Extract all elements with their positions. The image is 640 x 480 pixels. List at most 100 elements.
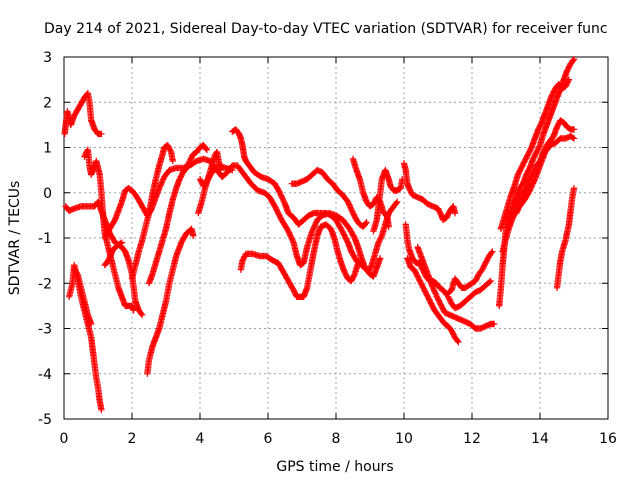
series-track bbox=[237, 221, 362, 300]
series-track bbox=[145, 142, 210, 287]
data-point-marker bbox=[417, 280, 425, 287]
y-tick-label: -1 bbox=[38, 231, 52, 247]
data-point-marker bbox=[513, 208, 521, 215]
data-point-marker bbox=[486, 278, 493, 286]
series-track bbox=[101, 239, 125, 269]
data-point-marker bbox=[435, 206, 442, 214]
data-point-marker bbox=[432, 290, 439, 297]
series-track bbox=[71, 266, 95, 328]
data-point-marker bbox=[377, 235, 384, 242]
data-point-marker bbox=[183, 164, 190, 172]
data-point-marker bbox=[309, 226, 316, 233]
data-point-marker bbox=[289, 236, 296, 243]
data-point-marker bbox=[455, 338, 462, 346]
y-tick-label: 3 bbox=[43, 50, 52, 66]
series-track bbox=[65, 261, 105, 414]
data-point-marker bbox=[117, 202, 124, 210]
data-point-marker bbox=[341, 268, 348, 276]
series-track bbox=[404, 255, 462, 346]
series-track bbox=[128, 142, 176, 282]
x-tick-label: 16 bbox=[599, 431, 617, 447]
series-track bbox=[497, 76, 573, 233]
y-tick-label: 0 bbox=[43, 186, 52, 202]
y-tick-label: -2 bbox=[38, 276, 52, 292]
data-point-marker bbox=[138, 310, 145, 317]
data-point-marker bbox=[312, 219, 320, 226]
data-point-marker bbox=[535, 144, 542, 152]
data-point-marker bbox=[421, 286, 428, 294]
data-point-marker bbox=[527, 184, 535, 191]
data-point-marker bbox=[229, 166, 236, 174]
data-point-marker bbox=[367, 263, 375, 270]
data-point-marker bbox=[570, 185, 578, 192]
data-point-marker bbox=[413, 270, 420, 277]
data-point-marker bbox=[570, 126, 578, 133]
series-track bbox=[349, 155, 392, 230]
data-point-marker bbox=[487, 277, 494, 285]
data-point-marker bbox=[106, 253, 114, 260]
data-point-marker bbox=[285, 229, 293, 236]
data-point-marker bbox=[522, 155, 530, 162]
data-point-marker bbox=[157, 180, 165, 188]
data-point-marker bbox=[345, 200, 352, 207]
series-track bbox=[400, 160, 459, 224]
data-point-marker bbox=[190, 232, 197, 239]
data-point-marker bbox=[88, 320, 95, 328]
y-tick-label: -3 bbox=[38, 322, 52, 338]
data-point-marker bbox=[518, 164, 525, 172]
data-point-marker bbox=[529, 181, 536, 188]
data-point-marker bbox=[279, 195, 286, 202]
data-point-marker bbox=[489, 248, 496, 255]
data-point-marker bbox=[490, 320, 498, 328]
data-point-marker bbox=[287, 233, 295, 241]
data-point-marker bbox=[167, 147, 174, 154]
data-point-marker bbox=[570, 135, 578, 142]
y-tick-label: 2 bbox=[43, 95, 52, 111]
data-point-marker bbox=[105, 257, 112, 264]
x-tick-label: 0 bbox=[60, 431, 69, 447]
x-tick-label: 2 bbox=[128, 431, 137, 447]
data-point-marker bbox=[488, 249, 495, 256]
data-point-marker bbox=[341, 232, 348, 239]
data-point-marker bbox=[108, 248, 116, 256]
x-tick-label: 12 bbox=[463, 431, 481, 447]
x-axis-label: GPS time / hours bbox=[276, 459, 393, 475]
data-point-marker bbox=[354, 259, 362, 267]
x-tick-label: 14 bbox=[531, 431, 549, 447]
data-point-marker bbox=[117, 240, 124, 247]
x-tick-label: 8 bbox=[332, 431, 341, 447]
data-point-marker bbox=[548, 92, 556, 99]
x-tick-label: 4 bbox=[196, 431, 205, 447]
data-point-marker bbox=[347, 204, 354, 211]
series-track bbox=[288, 166, 370, 230]
data-point-marker bbox=[430, 286, 437, 293]
data-point-marker bbox=[450, 331, 457, 338]
data-point-marker bbox=[362, 220, 369, 227]
data-point-marker bbox=[130, 307, 137, 314]
data-point-marker bbox=[280, 198, 287, 205]
data-point-marker bbox=[526, 187, 533, 194]
data-point-marker bbox=[563, 81, 570, 89]
series-track bbox=[553, 185, 578, 291]
data-point-marker bbox=[385, 223, 392, 230]
data-point-marker bbox=[98, 406, 105, 414]
data-point-marker bbox=[139, 311, 146, 319]
x-tick-label: 10 bbox=[395, 431, 413, 447]
data-point-marker bbox=[530, 178, 537, 186]
x-tick-label: 6 bbox=[264, 431, 273, 447]
y-tick-label: 1 bbox=[43, 141, 52, 157]
data-point-marker bbox=[394, 198, 401, 205]
data-point-marker bbox=[367, 264, 374, 272]
data-point-marker bbox=[363, 218, 370, 226]
data-point-marker bbox=[569, 134, 577, 141]
data-point-marker bbox=[565, 64, 572, 72]
data-point-marker bbox=[569, 57, 577, 64]
data-point-marker bbox=[159, 176, 167, 183]
data-point-marker bbox=[98, 130, 105, 138]
data-point-marker bbox=[377, 255, 384, 262]
data-point-marker bbox=[570, 56, 578, 63]
data-point-marker bbox=[433, 293, 440, 300]
data-point-marker bbox=[164, 142, 171, 149]
